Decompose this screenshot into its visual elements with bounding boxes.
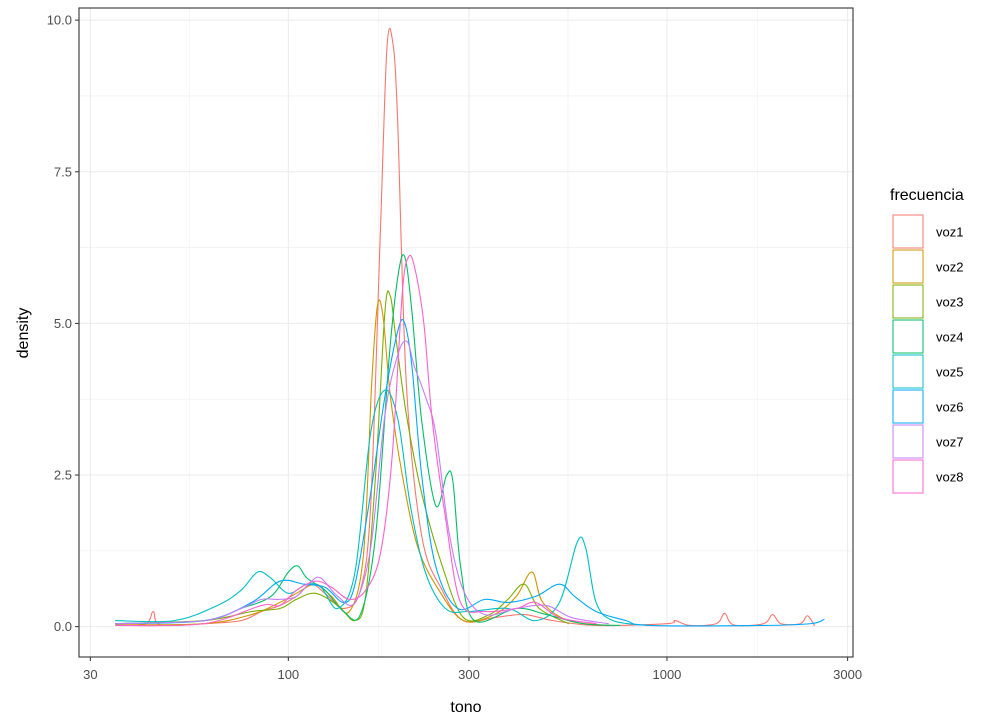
y-axis: 0.0 2.5 5.0 7.5 10.0 bbox=[47, 13, 79, 634]
plot-panel-border bbox=[78, 7, 854, 658]
x-axis: 30 100 300 1000 3000 bbox=[83, 657, 862, 682]
x-tick-label: 100 bbox=[277, 667, 299, 682]
legend-key-voz4 bbox=[892, 319, 924, 354]
series-line-voz3 bbox=[115, 290, 570, 625]
legend-label-voz1: voz1 bbox=[936, 225, 963, 240]
x-tick-label: 300 bbox=[458, 667, 480, 682]
legend-label-voz3: voz3 bbox=[936, 295, 963, 310]
legend-key-voz1 bbox=[892, 214, 924, 249]
series-line-voz7 bbox=[115, 340, 609, 625]
y-tick-label: 0.0 bbox=[54, 619, 72, 634]
grid-minor bbox=[79, 8, 853, 657]
y-tick-label: 2.5 bbox=[54, 468, 72, 483]
legend-label-voz4: voz4 bbox=[936, 330, 963, 345]
grid-major bbox=[79, 8, 853, 657]
x-tick-label: 30 bbox=[83, 667, 97, 682]
y-axis-title: density bbox=[15, 308, 32, 359]
legend-label-voz7: voz7 bbox=[936, 435, 963, 450]
legend-key-voz2 bbox=[892, 249, 924, 284]
y-tick-label: 10.0 bbox=[47, 13, 72, 28]
legend-key-voz3 bbox=[892, 284, 924, 319]
legend-items: voz1 voz2 voz3 voz4 voz5 voz6 voz7 voz8 bbox=[892, 214, 963, 494]
series-line-voz1 bbox=[115, 27, 815, 627]
series-line-voz6 bbox=[115, 318, 825, 627]
series-line-voz8 bbox=[115, 254, 597, 627]
series-layer bbox=[115, 27, 825, 627]
series-line-voz2 bbox=[115, 299, 609, 627]
y-tick-label: 5.0 bbox=[54, 316, 72, 331]
legend-key-voz7 bbox=[892, 424, 924, 459]
x-axis-title: tono bbox=[450, 699, 481, 716]
legend-label-voz6: voz6 bbox=[936, 400, 963, 415]
series-line-voz5 bbox=[115, 389, 651, 627]
legend-key-voz8 bbox=[892, 459, 924, 494]
plot-panel bbox=[79, 8, 853, 657]
legend: frecuencia voz1voz2voz3voz4voz5voz6voz7v… bbox=[890, 187, 964, 494]
legend-key-voz5 bbox=[892, 354, 924, 389]
x-tick-label: 1000 bbox=[652, 667, 681, 682]
legend-label-voz8: voz8 bbox=[936, 470, 963, 485]
y-tick-label: 7.5 bbox=[54, 164, 72, 179]
legend-label-voz2: voz2 bbox=[936, 260, 963, 275]
legend-label-voz5: voz5 bbox=[936, 365, 963, 380]
series-line-voz4 bbox=[115, 254, 621, 627]
legend-key-voz6 bbox=[892, 389, 924, 424]
x-tick-label: 3000 bbox=[833, 667, 862, 682]
legend-title: frecuencia bbox=[890, 187, 964, 204]
